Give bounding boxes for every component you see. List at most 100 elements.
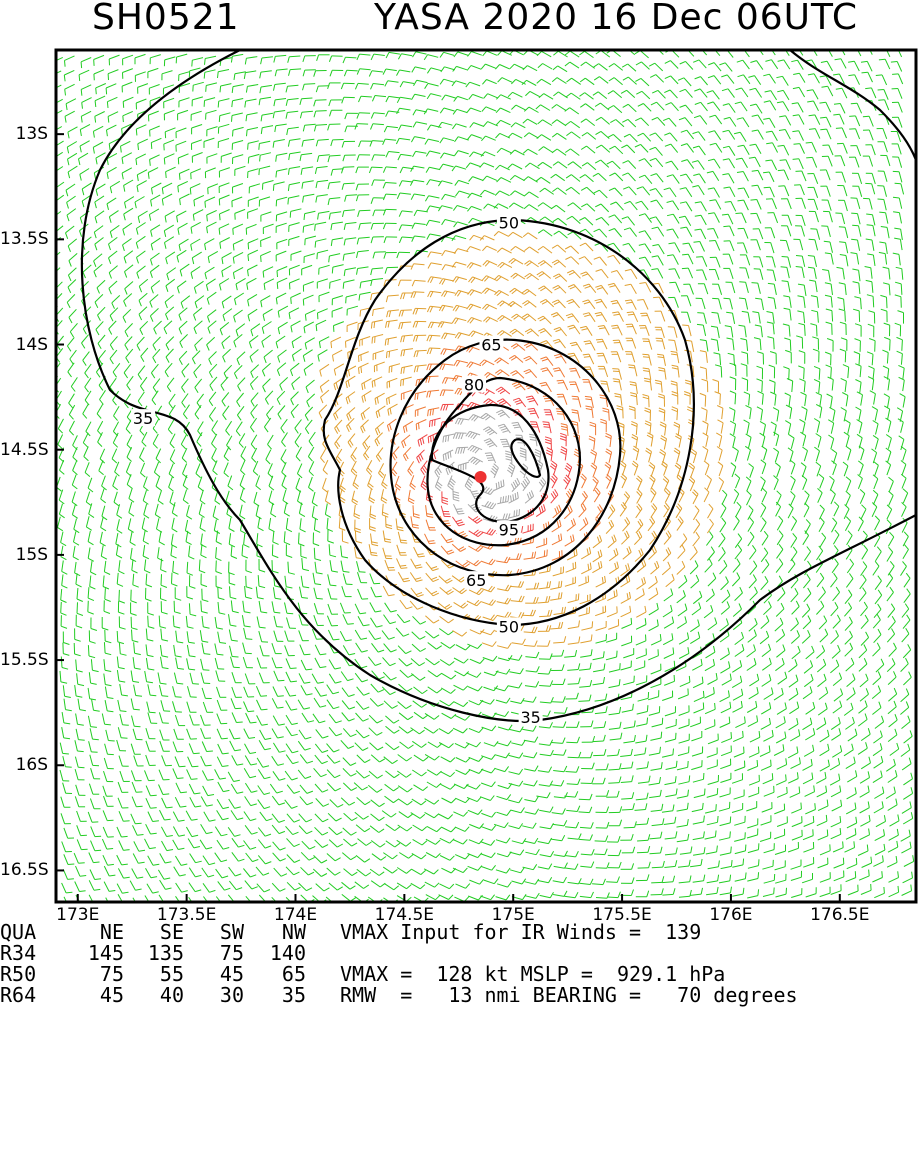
barb-feather [594, 64, 599, 68]
wind-barb [700, 242, 705, 252]
barb-feather [875, 516, 879, 521]
barb-feather [364, 395, 365, 401]
barb-feather [629, 406, 635, 408]
barb-feather [637, 300, 643, 301]
barb-feather [489, 444, 495, 447]
barb-feather [610, 120, 616, 123]
barb-feather [672, 365, 678, 366]
wind-barb [833, 535, 839, 545]
barb-feather [226, 431, 230, 436]
wind-barb [151, 225, 160, 231]
barb-feather [527, 331, 533, 334]
barb-feather [524, 133, 529, 137]
wind-barb [205, 197, 215, 201]
barb-feather [535, 455, 541, 458]
barb-feather [193, 215, 194, 221]
wind-barb [786, 116, 791, 126]
wind-barb [151, 364, 158, 373]
wind-barb [872, 88, 876, 98]
wind-barb [820, 407, 822, 418]
wind-barb [500, 108, 510, 113]
wind-barb [843, 143, 847, 153]
wind-barb [249, 154, 260, 157]
barb-feather [657, 354, 663, 355]
barb-feather [650, 158, 656, 160]
barb-feather [446, 436, 447, 442]
barb-feather [820, 102, 826, 103]
wind-barb [164, 154, 174, 158]
barb-feather [425, 196, 428, 201]
barb-feather [169, 487, 174, 491]
barb-feather [191, 273, 193, 279]
wind-barb [590, 341, 595, 351]
wind-barb [617, 352, 621, 362]
barb-feather [511, 246, 516, 250]
barb-feather [809, 280, 815, 281]
barb-feather [401, 368, 402, 374]
barb-feather [661, 438, 667, 441]
barb-feather [165, 372, 168, 377]
barb-feather [855, 324, 861, 326]
barb-feather [179, 174, 180, 180]
barb-feather [165, 243, 167, 249]
barb-feather [639, 257, 645, 258]
wind-barb [277, 212, 288, 215]
barb-feather [375, 441, 378, 447]
barb-feather [138, 401, 142, 406]
wind-barb [372, 167, 383, 168]
wind-barb [773, 270, 776, 281]
wind-barb [487, 80, 497, 84]
wind-barb [705, 396, 706, 407]
barb-feather [708, 131, 714, 133]
wind-barb [332, 296, 343, 299]
barb-feather [302, 183, 303, 189]
barb-feather [83, 272, 86, 278]
barb-feather [349, 413, 352, 419]
barb-feather [639, 283, 645, 284]
wind-barb [318, 139, 329, 140]
barb-feather [508, 133, 513, 138]
wind-barb [346, 294, 357, 297]
wind-barb [771, 228, 775, 238]
barb-feather [386, 524, 392, 526]
wind-barb [757, 200, 761, 210]
wind-barb [192, 125, 203, 129]
barb-feather [765, 60, 771, 62]
barb-feather [505, 451, 511, 453]
barb-feather [222, 401, 226, 406]
wind-barb [444, 108, 455, 111]
barb-feather [752, 130, 758, 131]
barb-feather [154, 472, 159, 476]
wind-barb [344, 183, 355, 184]
wind-barb [761, 523, 767, 532]
wind-barb [729, 254, 733, 264]
barb-feather [69, 403, 73, 408]
barb-feather [469, 177, 473, 182]
barb-feather [224, 456, 229, 461]
wind-barb [169, 405, 175, 414]
wind-barb [102, 506, 105, 517]
barb-feather [237, 415, 241, 420]
wind-barb [874, 479, 878, 489]
barb-feather [609, 78, 614, 81]
barb-feather [96, 330, 99, 336]
wind-barb [247, 113, 258, 115]
barb-feather [761, 477, 766, 481]
barb-feather [500, 497, 501, 503]
barb-feather [53, 116, 54, 122]
wind-barb [233, 99, 244, 101]
wind-barb [581, 496, 587, 505]
barb-feather [581, 119, 586, 123]
barb-feather [336, 383, 338, 389]
wind-barb [444, 52, 455, 55]
barb-feather [553, 92, 558, 96]
barb-feather [573, 535, 574, 541]
wind-barb [179, 239, 188, 245]
wind-barb [413, 505, 414, 516]
wind-barb [487, 51, 497, 55]
barb-feather [274, 85, 275, 91]
wind-barb [842, 88, 847, 98]
barb-feather [220, 284, 222, 290]
barb-feather [631, 424, 637, 427]
wind-barb [484, 236, 494, 240]
